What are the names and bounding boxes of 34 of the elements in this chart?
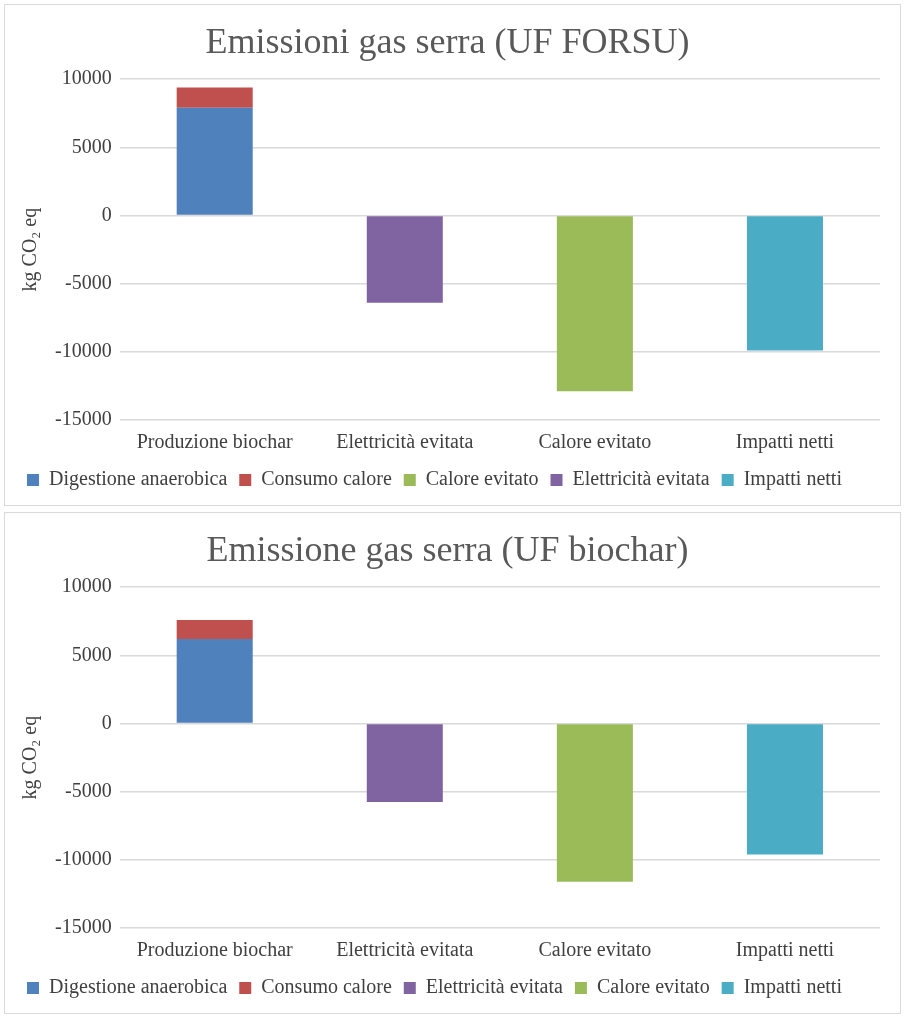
chart-title: Emissioni gas serra (UF FORSU): [205, 21, 690, 62]
legend-label: Consumo calore: [261, 467, 392, 490]
legend-label: Calore evitato: [425, 467, 539, 490]
x-tick-label: Produzione biochar: [136, 938, 294, 961]
legend-label: Digestione anaerobica: [49, 975, 228, 999]
y-axis-title: kg CO₂ eq: [18, 207, 42, 292]
legend-label: Impatti netti: [743, 467, 843, 491]
y-tick-label: 0: [101, 710, 112, 733]
legend-label: Elettricità evitata: [572, 467, 710, 490]
y-tick-label: 10000: [61, 574, 112, 597]
x-tick-label: Elettricità evitata: [336, 430, 474, 453]
legend-label: Consumo calore: [261, 975, 392, 998]
y-axis-title: kg CO₂ eq: [18, 715, 42, 800]
y-tick-label: -15000: [54, 915, 112, 938]
legend-label: Digestione anaerobica: [49, 467, 228, 491]
legend-label: Elettricità evitata: [425, 975, 564, 998]
y-tick-label: -10000: [54, 847, 112, 870]
chart-title: Emissione gas serra (UF biochar): [206, 529, 689, 570]
x-tick-label: Calore evitato: [538, 938, 652, 961]
legend-label: Impatti netti: [743, 975, 843, 999]
y-tick-label: -5000: [64, 778, 112, 801]
x-tick-label: Calore evitato: [538, 430, 652, 453]
x-tick-label: Elettricità evitata: [336, 938, 474, 961]
y-tick-label: -10000: [54, 339, 112, 362]
y-tick-label: -15000: [54, 407, 112, 430]
y-tick-label: 5000: [71, 642, 112, 665]
y-tick-label: 5000: [71, 134, 112, 157]
legend-label: Calore evitato: [596, 975, 710, 998]
x-tick-label: Produzione biochar: [136, 430, 294, 453]
x-tick-label: Impatti netti: [735, 938, 835, 962]
y-tick-label: 0: [101, 202, 112, 225]
x-tick-label: Impatti netti: [735, 430, 835, 454]
y-tick-label: -5000: [64, 270, 112, 293]
y-tick-label: 10000: [61, 66, 112, 89]
